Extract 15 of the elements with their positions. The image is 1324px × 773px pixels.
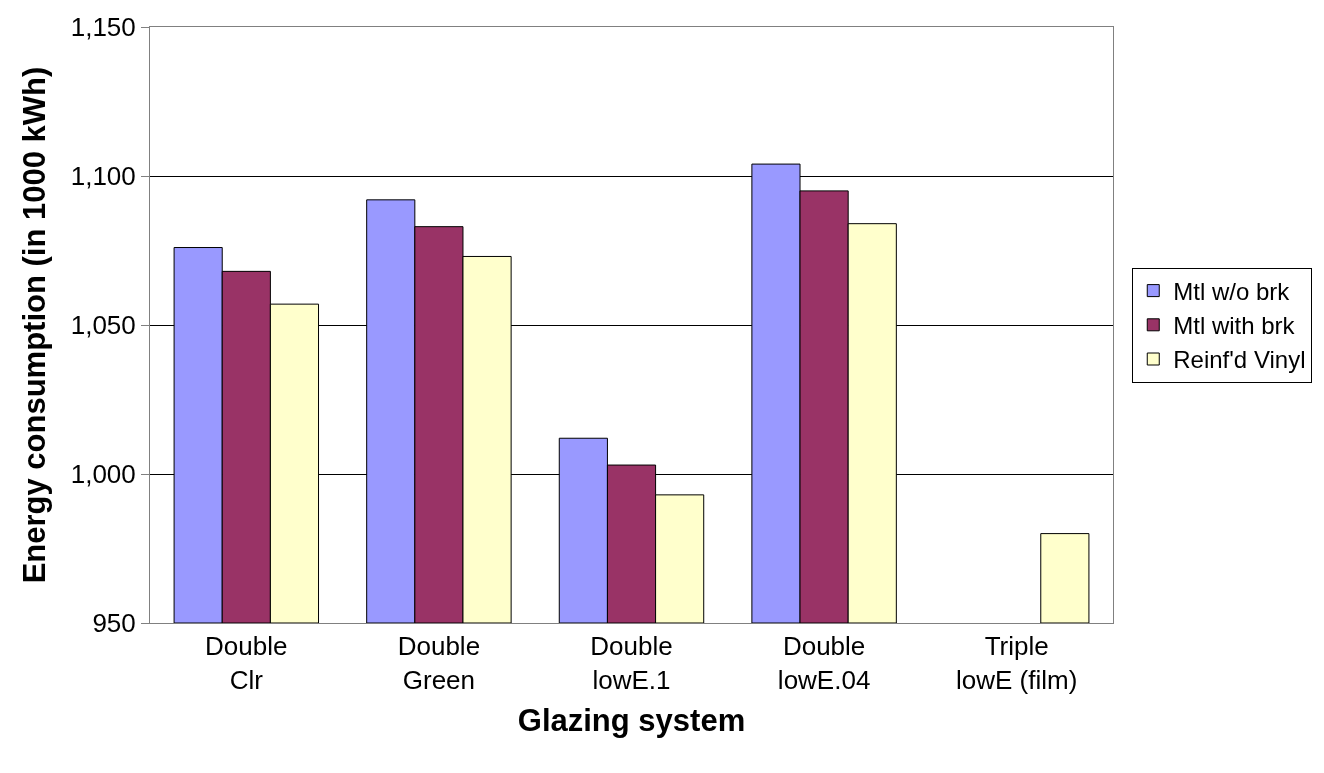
y-tick-label: 1,050 (70, 310, 136, 341)
y-axis-title: Energy consumption (in 1000 kWh) (17, 66, 53, 584)
x-tick-label: Double Green (397, 631, 481, 695)
legend-label: Reinf'd Vinyl (1173, 346, 1306, 374)
y-tick-label: 1,100 (70, 161, 136, 192)
y-tick-label: 1,150 (70, 12, 136, 43)
y-tick-label: 1,000 (70, 459, 136, 490)
x-tick-label: Double lowE.04 (777, 631, 871, 695)
x-axis-title: Glazing system (517, 703, 746, 739)
x-tick-label: Triple lowE (film) (956, 631, 1078, 695)
x-tick-label: Double lowE.1 (590, 631, 673, 695)
legend-label: Mtl w/o brk (1173, 277, 1291, 305)
legend-label: Mtl with brk (1173, 312, 1296, 340)
y-tick-label: 950 (92, 608, 136, 639)
x-tick-label: Double Clr (205, 631, 288, 695)
